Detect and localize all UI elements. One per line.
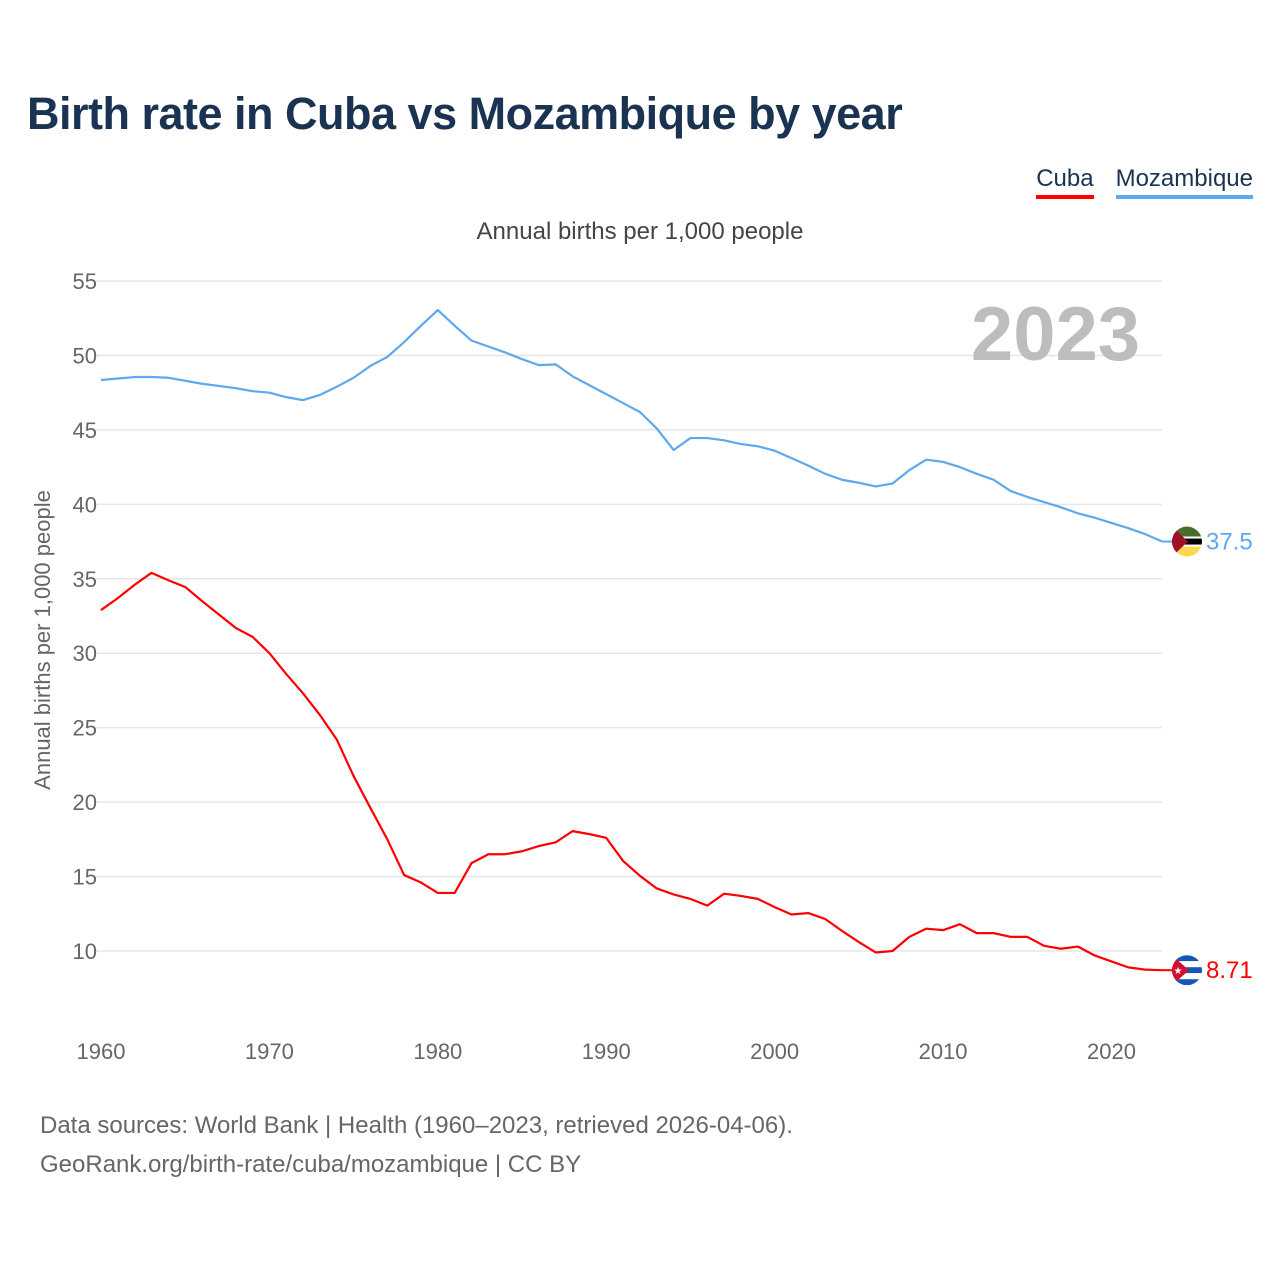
y-tick-label: 35 <box>73 567 97 592</box>
y-axis-label: Annual births per 1,000 people <box>30 490 55 790</box>
y-tick-label: 40 <box>73 492 97 517</box>
y-tick-label: 55 <box>73 269 97 294</box>
footer-link[interactable]: GeoRank.org/birth-rate/cuba/mozambique |… <box>40 1151 582 1178</box>
legend: Cuba Mozambique <box>1036 165 1253 199</box>
footer-sources: Data sources: World Bank | Health (1960–… <box>40 1112 793 1139</box>
y-tick-label: 20 <box>73 790 97 815</box>
x-tick-label: 2010 <box>919 1039 968 1064</box>
footer: Data sources: World Bank | Health (1960–… <box>40 1106 793 1184</box>
chart-title: Birth rate in Cuba vs Mozambique by year <box>27 88 903 139</box>
x-tick-label: 1960 <box>77 1039 126 1064</box>
x-tick-label: 1970 <box>245 1039 294 1064</box>
y-tick-label: 50 <box>73 343 97 368</box>
end-value-label: 8.71 <box>1206 957 1253 984</box>
y-tick-label: 45 <box>73 418 97 443</box>
legend-mozambique[interactable]: Mozambique <box>1115 165 1253 199</box>
series-line-mozambique <box>100 308 1163 543</box>
x-tick-label: 2020 <box>1087 1039 1136 1064</box>
x-tick-label: 2000 <box>750 1039 799 1064</box>
y-tick-label: 15 <box>73 865 97 890</box>
end-value-label: 37.5 <box>1206 529 1253 556</box>
series-line-cuba <box>100 571 1163 972</box>
y-tick-label: 25 <box>73 716 97 741</box>
legend-cuba[interactable]: Cuba <box>1036 165 1094 199</box>
year-watermark: 2023 <box>971 292 1140 377</box>
x-tick-label: 1980 <box>413 1039 462 1064</box>
svg-text:★: ★ <box>1174 966 1183 977</box>
y-tick-label: 10 <box>73 939 97 964</box>
mozambique-flag-icon <box>1172 526 1202 557</box>
y-tick-label: 30 <box>73 641 97 666</box>
cuba-flag-icon: ★ <box>1172 955 1202 986</box>
x-tick-label: 1990 <box>582 1039 631 1064</box>
chart-subtitle: Annual births per 1,000 people <box>476 218 804 245</box>
